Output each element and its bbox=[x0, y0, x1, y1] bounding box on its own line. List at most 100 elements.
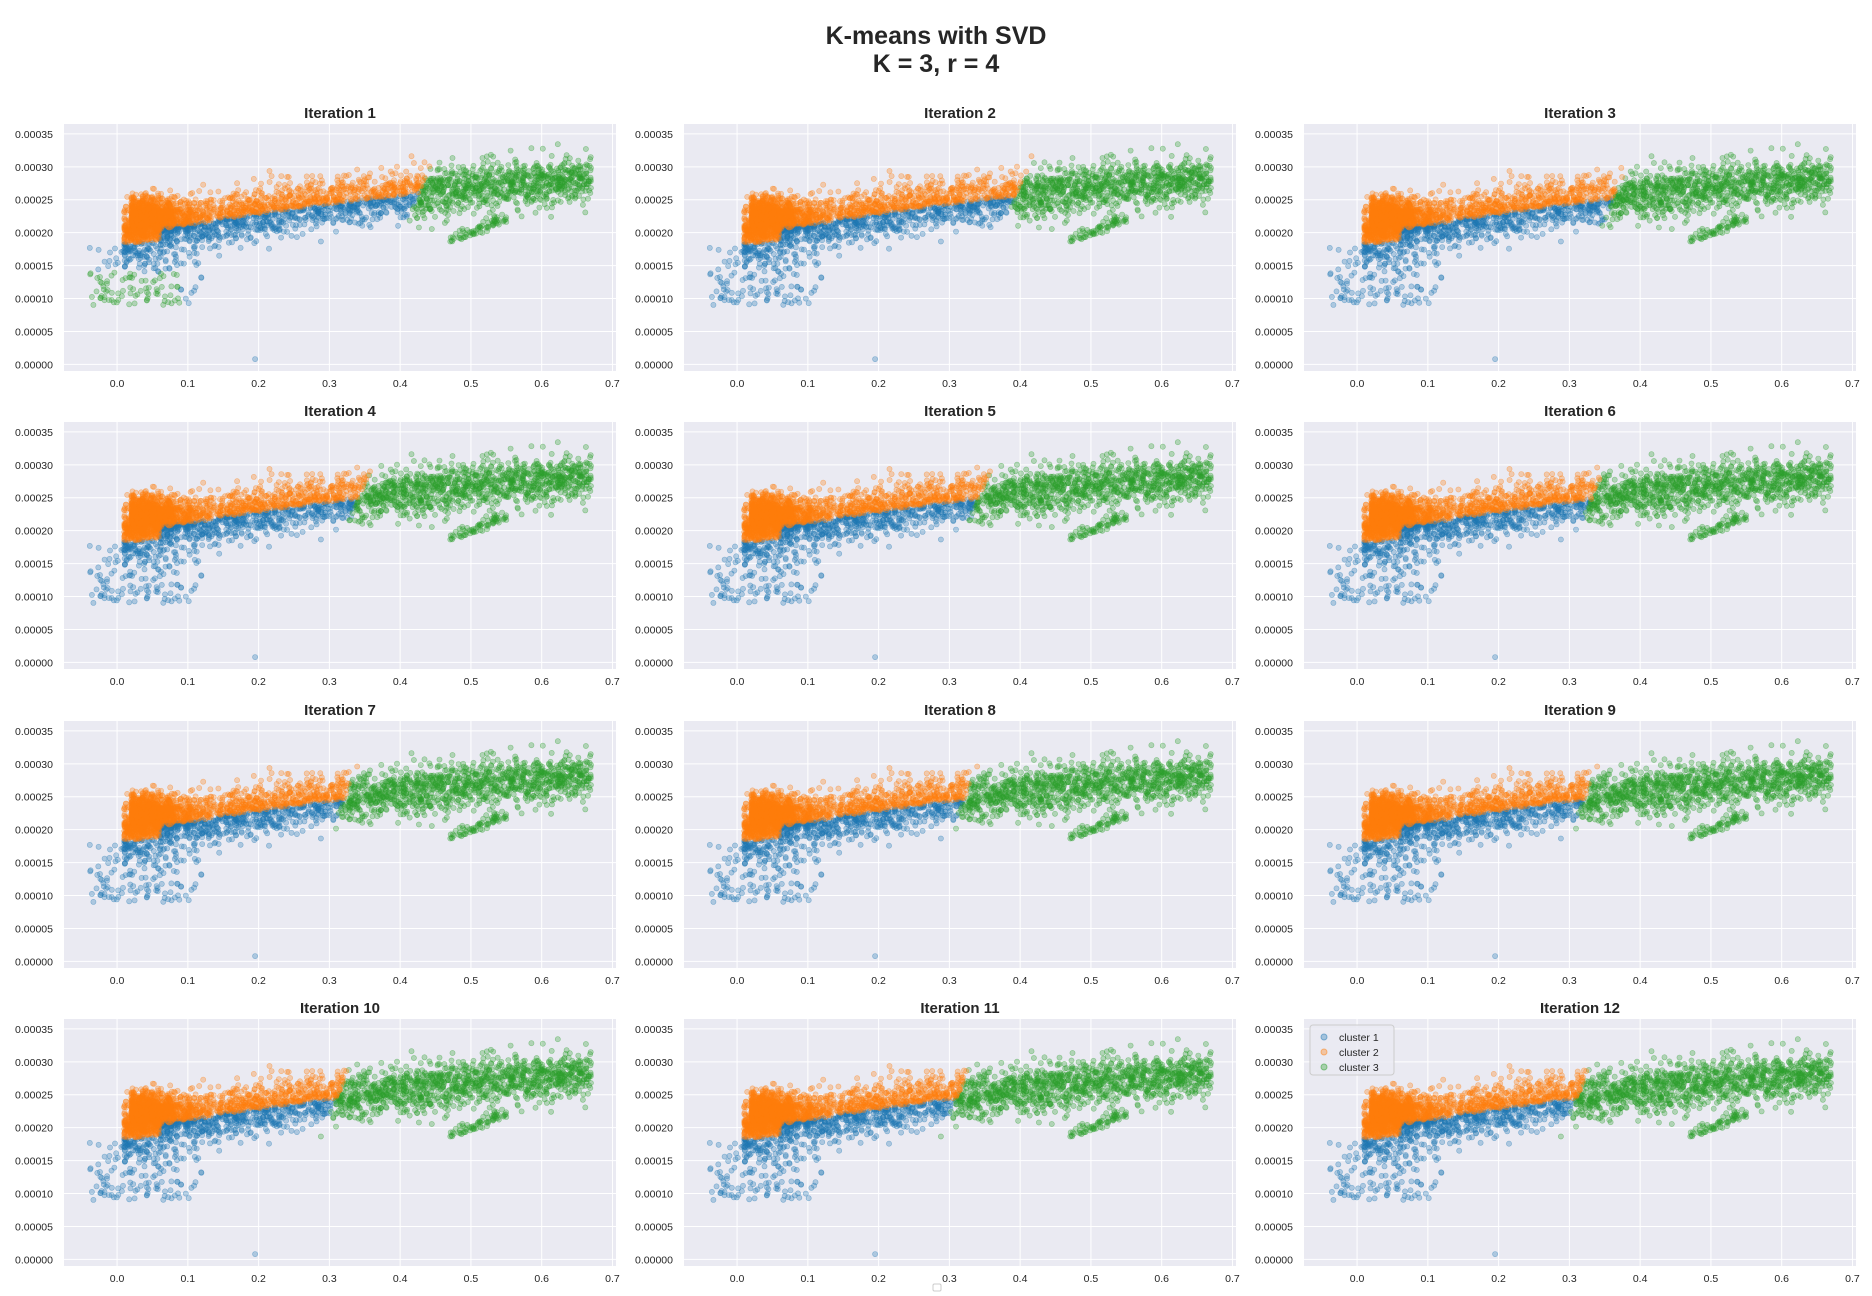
data-point bbox=[286, 209, 292, 215]
data-point bbox=[278, 234, 284, 241]
data-point bbox=[261, 214, 268, 221]
data-point bbox=[463, 197, 469, 204]
data-point bbox=[792, 251, 799, 257]
data-point bbox=[337, 210, 344, 216]
data-point bbox=[819, 244, 826, 250]
data-point bbox=[524, 200, 531, 207]
data-point bbox=[557, 182, 564, 189]
data-point bbox=[346, 200, 353, 207]
data-point bbox=[514, 206, 521, 213]
data-point bbox=[371, 178, 378, 185]
data-point bbox=[408, 153, 415, 160]
data-point bbox=[119, 277, 126, 283]
data-point bbox=[401, 205, 408, 212]
data-point bbox=[201, 223, 208, 230]
data-point bbox=[908, 210, 915, 217]
data-point bbox=[255, 210, 262, 217]
data-point bbox=[560, 167, 566, 174]
data-point bbox=[836, 252, 843, 259]
data-point bbox=[391, 195, 398, 202]
data-point bbox=[307, 204, 314, 211]
data-point bbox=[340, 217, 346, 223]
data-point bbox=[390, 187, 396, 194]
data-point bbox=[376, 194, 383, 201]
data-point bbox=[479, 155, 486, 161]
x-tick-label: 0.5 bbox=[464, 378, 479, 390]
data-point bbox=[500, 194, 507, 201]
data-point bbox=[319, 205, 326, 212]
data-point bbox=[146, 205, 152, 212]
data-point bbox=[264, 212, 271, 219]
data-point bbox=[136, 252, 143, 259]
data-point bbox=[118, 249, 125, 255]
data-point bbox=[415, 189, 422, 196]
data-point bbox=[159, 227, 166, 233]
data-point bbox=[313, 203, 320, 210]
data-point bbox=[423, 196, 430, 203]
x-tick-label: 0.7 bbox=[605, 378, 620, 390]
data-point bbox=[463, 176, 470, 183]
data-point bbox=[430, 202, 437, 209]
data-point bbox=[120, 248, 127, 255]
data-point bbox=[339, 204, 346, 211]
data-point bbox=[539, 166, 545, 173]
data-point bbox=[562, 192, 569, 199]
data-point bbox=[175, 225, 182, 232]
data-point bbox=[272, 209, 279, 215]
data-point bbox=[212, 242, 219, 249]
data-point bbox=[717, 294, 724, 301]
data-point bbox=[122, 245, 128, 252]
data-point bbox=[183, 236, 190, 243]
data-point bbox=[175, 224, 182, 230]
data-point bbox=[514, 200, 520, 207]
data-point bbox=[197, 229, 204, 235]
data-point bbox=[167, 187, 174, 194]
data-point bbox=[180, 222, 187, 229]
data-point bbox=[458, 196, 464, 203]
data-point bbox=[150, 265, 157, 272]
data-point bbox=[259, 210, 266, 217]
data-point bbox=[191, 220, 198, 227]
data-point bbox=[312, 220, 319, 227]
data-point bbox=[232, 231, 239, 238]
data-point bbox=[346, 202, 353, 209]
data-point bbox=[525, 191, 532, 198]
data-point bbox=[887, 219, 894, 226]
data-point bbox=[879, 225, 886, 232]
data-point bbox=[393, 204, 399, 211]
data-point bbox=[787, 237, 794, 243]
data-point bbox=[168, 227, 175, 234]
data-point bbox=[173, 237, 180, 244]
data-point bbox=[480, 199, 487, 205]
data-point bbox=[739, 277, 746, 283]
data-point bbox=[316, 204, 323, 211]
data-point bbox=[143, 253, 150, 259]
data-point bbox=[224, 224, 231, 231]
data-point bbox=[496, 198, 502, 205]
data-point bbox=[240, 223, 247, 230]
data-point bbox=[314, 214, 321, 220]
data-point bbox=[543, 204, 550, 211]
data-point bbox=[383, 196, 390, 202]
data-point bbox=[757, 287, 764, 294]
data-point bbox=[254, 226, 260, 233]
data-point bbox=[196, 235, 203, 241]
data-point bbox=[238, 214, 244, 221]
data-point bbox=[843, 232, 850, 239]
data-point bbox=[477, 167, 484, 174]
data-point bbox=[417, 199, 424, 206]
data-point bbox=[553, 186, 560, 192]
data-point bbox=[242, 220, 248, 227]
data-point bbox=[186, 232, 193, 239]
data-point bbox=[488, 165, 494, 172]
data-point bbox=[440, 186, 447, 193]
data-point bbox=[483, 215, 490, 222]
data-point bbox=[160, 227, 167, 234]
data-point bbox=[121, 257, 128, 264]
data-point bbox=[450, 185, 457, 192]
data-point bbox=[157, 253, 164, 260]
data-point bbox=[488, 186, 494, 193]
data-point bbox=[158, 232, 165, 239]
data-point bbox=[195, 221, 201, 228]
data-point bbox=[512, 174, 519, 181]
